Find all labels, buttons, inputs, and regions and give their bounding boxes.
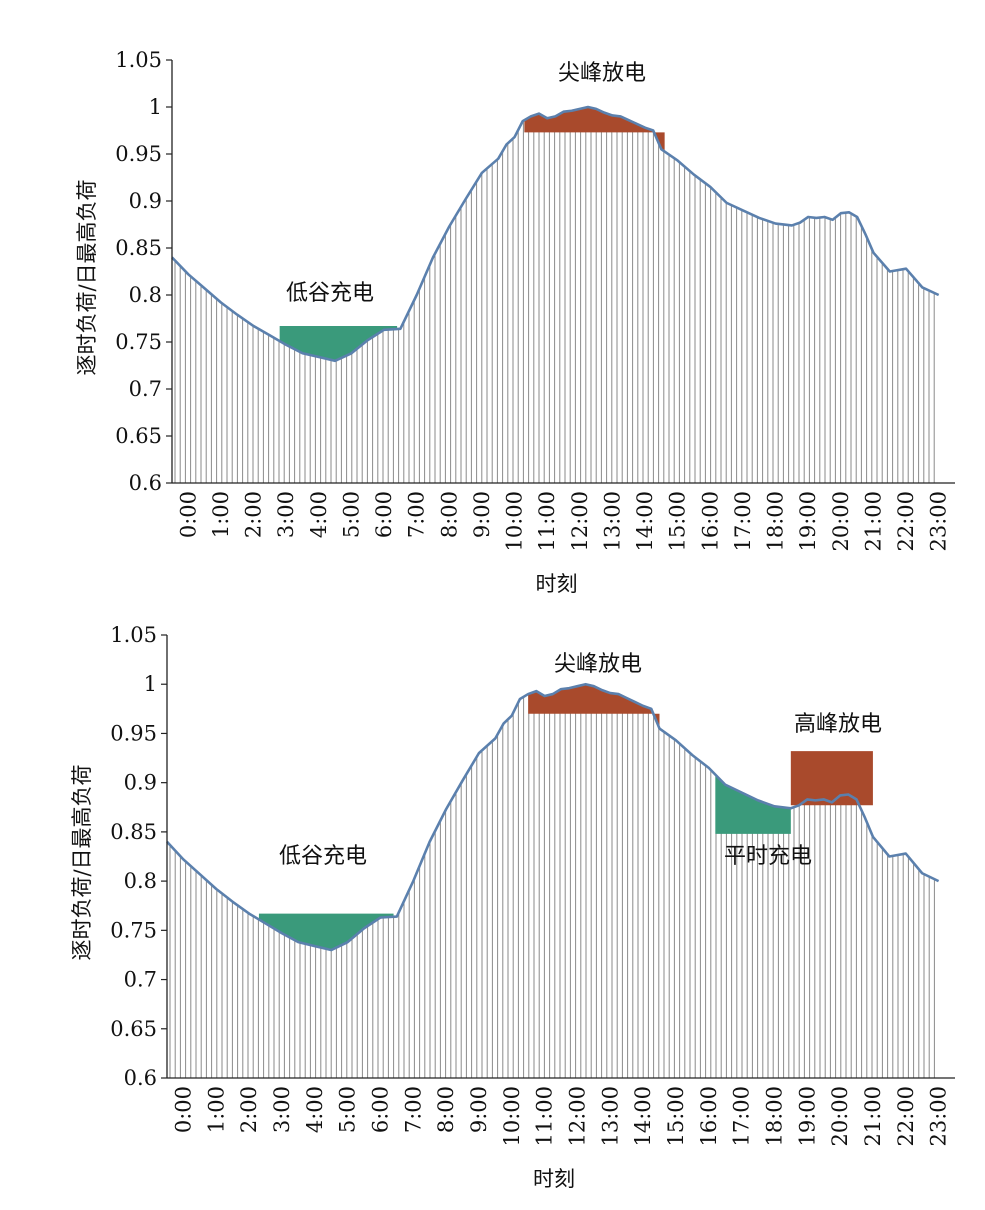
x-tick-label: 16:00 <box>698 491 722 552</box>
discharge-region-1 <box>524 107 665 152</box>
x-tick-label: 7:00 <box>405 491 429 538</box>
x-tick-label: 11:00 <box>533 1086 557 1147</box>
y-tick-label: 0.65 <box>115 424 162 448</box>
x-tick-label: 10:00 <box>503 491 527 552</box>
annotation-label-1: 尖峰放电 <box>554 652 642 677</box>
x-tick-label: 12:00 <box>565 1086 589 1147</box>
y-tick-label: 0.9 <box>129 189 162 213</box>
x-axis-title: 时刻 <box>533 1167 575 1191</box>
annotation-label-3: 高峰放电 <box>794 712 882 737</box>
y-tick-label: 0.85 <box>110 820 157 844</box>
load-curve <box>171 105 940 363</box>
x-tick-label: 2:00 <box>242 491 266 538</box>
x-tick-label: 18:00 <box>764 491 788 552</box>
x-tick-label: 4:00 <box>303 1086 327 1133</box>
y-tick-label: 0.75 <box>115 330 162 354</box>
charge-region-0 <box>279 326 398 361</box>
x-tick-label: 9:00 <box>470 491 494 538</box>
x-tick-label: 2:00 <box>237 1086 261 1133</box>
annotation-label-2: 平时充电 <box>724 844 812 869</box>
x-tick-label: 17:00 <box>730 1086 754 1147</box>
y-axis-title: 逐时负荷/日最高负荷 <box>75 179 99 375</box>
x-tick-label: 23:00 <box>927 1086 951 1147</box>
x-axis-title: 时刻 <box>536 572 578 596</box>
x-tick-label: 5:00 <box>336 1086 360 1133</box>
y-tick-label: 0.7 <box>129 377 162 401</box>
y-tick-label: 0.95 <box>110 721 157 745</box>
x-tick-label: 13:00 <box>598 1086 622 1147</box>
y-tick-label: 0.8 <box>129 283 162 307</box>
x-tick-label: 10:00 <box>500 1086 524 1147</box>
y-axis-title: 逐时负荷/日最高负荷 <box>70 764 94 960</box>
y-tick-label: 0.6 <box>129 471 162 495</box>
x-tick-label: 21:00 <box>861 491 885 552</box>
x-tick-label: 19:00 <box>796 491 820 552</box>
x-tick-label: 15:00 <box>664 1086 688 1147</box>
y-tick-label: 0.65 <box>110 1017 157 1041</box>
x-tick-label: 6:00 <box>368 1086 392 1133</box>
x-tick-label: 1:00 <box>204 1086 228 1133</box>
y-tick-label: 0.6 <box>124 1066 157 1090</box>
x-tick-label: 12:00 <box>568 491 592 552</box>
annotation-label-1: 尖峰放电 <box>558 61 646 86</box>
load-hatching <box>169 684 935 1078</box>
x-tick-label: 3:00 <box>274 491 298 538</box>
y-tick-label: 0.7 <box>124 968 157 992</box>
x-tick-label: 8:00 <box>437 491 461 538</box>
x-tick-label: 23:00 <box>927 491 951 552</box>
x-tick-label: 11:00 <box>535 491 559 552</box>
charge-region-0 <box>258 913 394 950</box>
y-tick-label: 1.05 <box>110 623 157 647</box>
y-tick-label: 1.05 <box>115 48 162 72</box>
discharge-region-3 <box>790 751 873 806</box>
x-tick-label: 18:00 <box>762 1086 786 1147</box>
x-tick-label: 22:00 <box>894 1086 918 1147</box>
x-tick-label: 19:00 <box>795 1086 819 1147</box>
x-tick-label: 5:00 <box>339 491 363 538</box>
x-tick-label: 20:00 <box>829 491 853 552</box>
chart-bottom: 1.05 1 0.95 0.9 0.85 0.8 0.75 0.7 0.65 0.6 0:00 1:0… <box>70 623 955 1191</box>
x-tick-label: 3:00 <box>270 1086 294 1133</box>
x-tick-label: 8:00 <box>434 1086 458 1133</box>
chart-top: 1.05 1 0.95 0.9 0.85 0.8 0.75 0.7 0.65 0.6 0:00 1:0… <box>75 48 955 596</box>
y-tick-label: 0.8 <box>124 869 157 893</box>
y-tick-label: 0.9 <box>124 771 157 795</box>
y-tick-label: 0.75 <box>110 918 157 942</box>
x-tick-label: 4:00 <box>307 491 331 538</box>
y-tick-label: 1 <box>149 95 162 119</box>
annotation-label-0: 低谷充电 <box>286 281 374 306</box>
x-tick-label: 0:00 <box>176 491 200 538</box>
load-curve <box>166 682 940 952</box>
x-tick-label: 17:00 <box>731 491 755 552</box>
x-tick-label: 14:00 <box>633 491 657 552</box>
x-tick-label: 0:00 <box>171 1086 195 1133</box>
x-tick-label: 9:00 <box>467 1086 491 1133</box>
x-tick-label: 20:00 <box>828 1086 852 1147</box>
y-tick-label: 0.85 <box>115 236 162 260</box>
x-tick-label: 6:00 <box>372 491 396 538</box>
charge-region-2 <box>715 774 791 834</box>
x-tick-label: 13:00 <box>600 491 624 552</box>
x-tick-label: 21:00 <box>861 1086 885 1147</box>
x-tick-label: 14:00 <box>631 1086 655 1147</box>
x-tick-label: 1:00 <box>209 491 233 538</box>
x-tick-label: 16:00 <box>697 1086 721 1147</box>
annotation-label-0: 低谷充电 <box>279 844 367 869</box>
y-tick-label: 1 <box>144 672 157 696</box>
load-hatching <box>174 107 935 483</box>
y-tick-label: 0.95 <box>115 142 162 166</box>
x-tick-label: 22:00 <box>894 491 918 552</box>
x-tick-label: 7:00 <box>401 1086 425 1133</box>
x-tick-label: 15:00 <box>666 491 690 552</box>
discharge-region-1 <box>528 684 660 729</box>
